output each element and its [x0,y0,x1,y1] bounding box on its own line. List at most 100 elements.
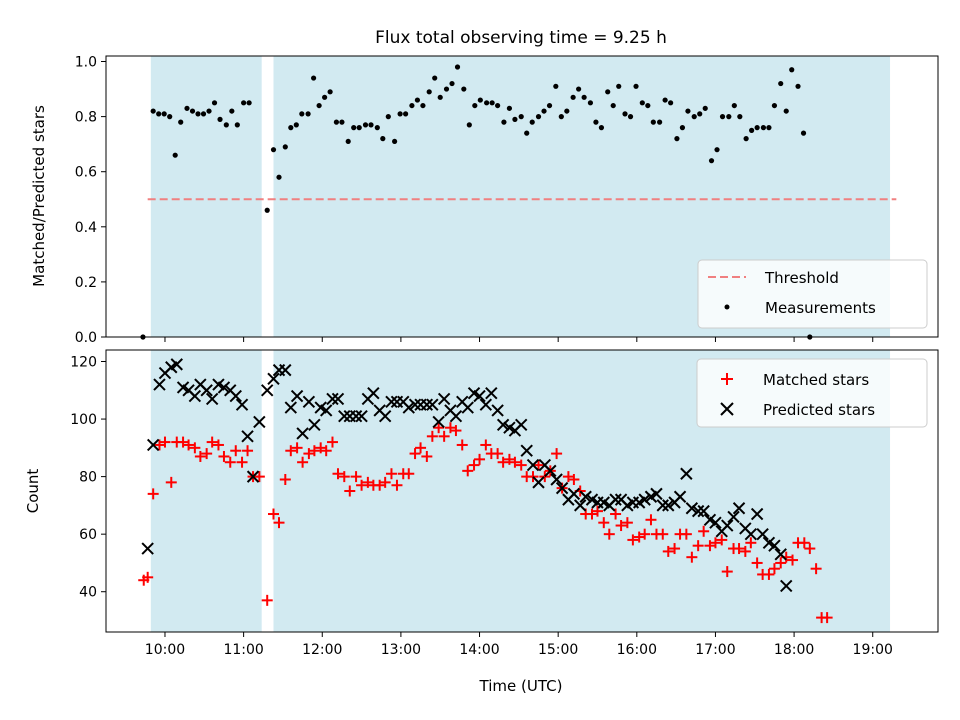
matched-star-point [308,445,320,457]
matched-star-point [669,543,681,555]
measurement-point [778,80,784,87]
matched-star-point [615,520,627,532]
measurement-point [316,102,322,109]
top-y-tick-label: 1.0 [75,55,97,71]
predicted-star-point [662,499,675,512]
measurement-point [576,86,582,92]
legend-threshold-label: Threshold [764,269,839,287]
measurement-point [351,125,357,131]
matched-star-point [253,471,265,483]
predicted-star-point [573,499,587,512]
matched-star-point [456,439,468,451]
predicted-star-point [526,458,540,472]
measurement-point [529,119,535,125]
measurement-point [766,125,772,131]
predicted-star-point [515,418,528,432]
top-axes-frame [105,55,939,338]
measurement-point [461,86,467,92]
measurement-point [234,122,240,128]
matched-star-point [356,479,368,491]
predicted-star-point [378,409,392,423]
matched-star-point [201,448,213,460]
measurement-point [719,114,726,120]
predicted-star-point [485,386,498,400]
measurement-point [546,102,553,109]
measurement-point [593,119,599,125]
matched-star-point [775,557,787,569]
top-y-tick-label: 0.6 [75,165,97,181]
measurement-point [161,111,167,117]
matched-star-point [421,450,433,462]
top-y-ticks: 0.0 0.2 0.4 0.6 0.8 1.0 [75,55,106,346]
matched-star-point [385,468,397,480]
measurement-point [223,122,229,128]
matched-star-point [374,479,386,491]
matched-star-point [562,471,574,483]
matched-star-point [297,456,309,468]
predicted-star-point [756,527,769,541]
measurement-point [506,105,513,111]
predicted-star-point [496,418,510,432]
measurement-point [466,122,472,128]
measurement-point [662,97,668,103]
measurement-point [327,89,333,95]
matched-star-point [610,508,622,520]
matched-star-point [787,554,799,566]
measurement-point [167,114,173,120]
predicted-star-point [296,427,309,440]
bottom-y-tick-label: 40 [79,585,97,601]
matched-star-point [189,442,201,454]
predicted-star-point [479,398,493,411]
bottom-legend-box [696,358,928,428]
matched-star-point [194,450,206,462]
predicted-star-point [555,481,569,495]
measurement-point [184,105,190,111]
measurement-point [627,114,634,120]
matched-star-point [497,456,509,468]
measurement-point [311,75,317,81]
top-panel: 0.0 0.2 0.4 0.6 0.8 1.0 Matched/Predicted sta… [30,55,939,346]
predicted-star-point [408,398,422,411]
predicted-star-point [544,464,557,478]
predicted-star-point [609,493,622,506]
matched-star-point [344,485,356,497]
measurement-point [789,67,795,73]
measurement-point [495,102,501,109]
predicted-star-point [673,490,687,503]
matched-star-point [733,543,745,555]
top-measurement-points [140,64,813,340]
predicted-star-point [473,389,486,403]
predicted-star-point [638,493,651,506]
matched-star-point [153,439,165,451]
matched-star-point [362,476,374,488]
legend-measurements-swatch [724,304,730,310]
measurement-point [512,116,518,122]
measurement-point [518,114,524,120]
legend-predicted-swatch [720,402,734,416]
matched-star-point [527,471,539,483]
measurement-point [195,111,201,117]
measurement-point [489,100,495,106]
predicted-star-point [579,490,592,503]
predicted-star-point [420,398,434,411]
matched-star-point [415,442,427,454]
measurement-point [392,138,398,145]
x-tick-label: 19:00 [853,642,893,658]
predicted-star-point [732,502,746,515]
measurement-point [339,119,345,125]
measurement-point [754,125,760,131]
matched-star-point [810,563,822,575]
matched-star-point [763,568,775,580]
x-tick-label: 11:00 [223,642,263,658]
measurement-point [299,111,305,117]
matched-star-point [338,471,350,483]
measurement-point [697,111,703,117]
bottom-axes-frame [105,349,939,633]
matched-star-point [657,528,669,540]
matched-star-point [539,471,551,483]
matched-star-point [426,430,438,442]
x-tick-label: 16:00 [617,642,657,658]
measurement-point [333,119,340,125]
matched-star-point [698,525,710,537]
matched-star-point [568,473,580,485]
